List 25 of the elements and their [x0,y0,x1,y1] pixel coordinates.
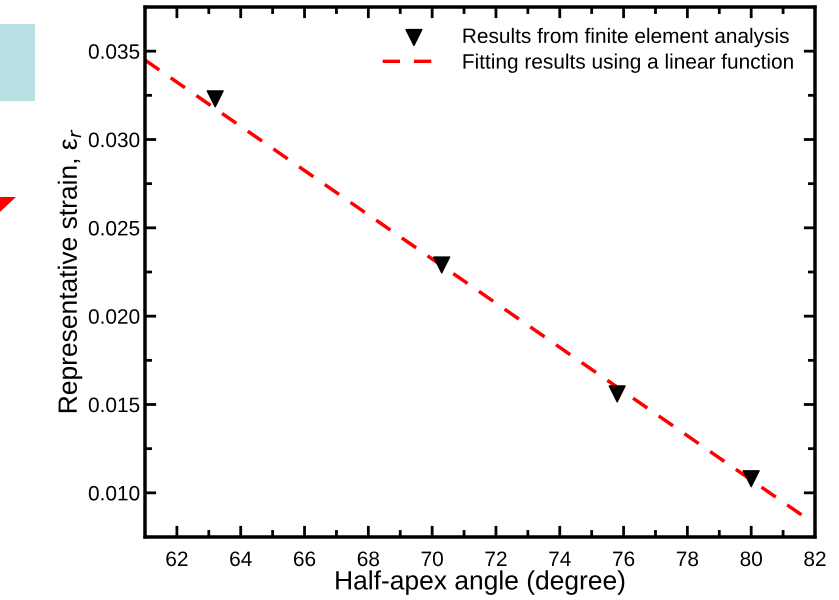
y-axis-title: Representative strain, ε$_{r}$ [58,130,82,412]
x-axis-title: Half-apex angle (degree) [336,570,624,595]
point [433,256,450,274]
y-tick-label: 0.015 [88,398,140,412]
x-tick-label: 66 [294,551,316,566]
y-tick-label: 0.010 [88,486,140,501]
x-tick-label: 72 [485,551,506,566]
x-tick-label: 82 [804,551,826,566]
x-tick-label: 80 [740,551,762,566]
point [206,90,224,108]
x-tick-label: 62 [166,551,188,566]
legend-label: Fitting results using a linear function [464,54,793,73]
point [608,385,626,403]
legend-label: Results from finite element analysis [464,28,789,48]
x-tick-label: 64 [230,551,252,566]
x-tick-label: 68 [358,551,380,566]
y-tick-label: 0.030 [88,132,140,148]
x-tick-label: 76 [613,551,634,566]
point [742,470,760,488]
x-tick-label: 74 [549,552,571,566]
x-tick-label: 78 [676,551,698,566]
y-tick-label: 0.020 [88,309,140,324]
x-tick-label: 70 [422,551,443,566]
y-tick-label: 0.025 [88,220,140,236]
y-tick-label: 0.035 [88,44,140,59]
